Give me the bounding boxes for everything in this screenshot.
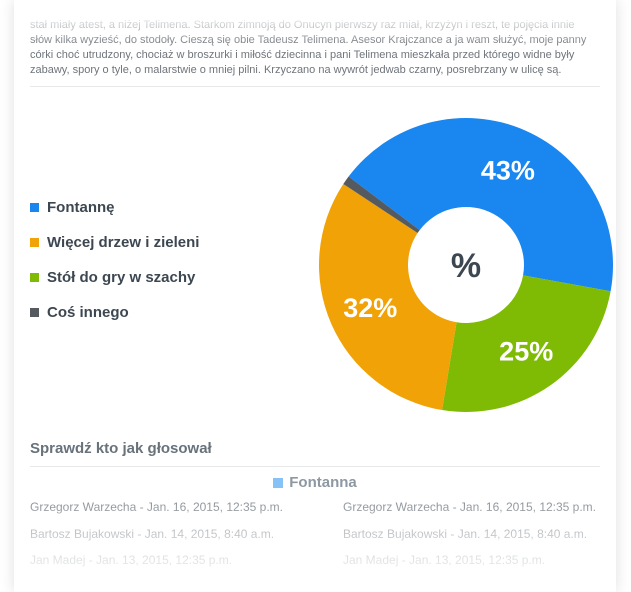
vote-entry: Jan Madej - Jan. 13, 2015, 12:35 p.m. — [30, 553, 233, 567]
legend-label: Stół do gry w szachy — [47, 268, 196, 286]
vote-option-header: Fontanna — [14, 474, 616, 491]
donut-slice-label: 43% — [481, 155, 535, 185]
donut-slice-0 — [348, 117, 613, 292]
donut-slice-label: 32% — [343, 293, 397, 323]
vote-entry: Bartosz Bujakowski - Jan. 14, 2015, 8:40… — [343, 527, 588, 541]
vote-entry: Bartosz Bujakowski - Jan. 14, 2015, 8:40… — [30, 527, 275, 541]
option-swatch — [273, 478, 284, 488]
vote-entry: Grzegorz Warzecha - Jan. 16, 2015, 12:35… — [30, 500, 284, 514]
donut-center-label: % — [451, 247, 481, 285]
donut-slice-3 — [343, 176, 420, 234]
legend-swatch-blue — [30, 202, 39, 212]
legend-swatch-gray — [30, 307, 39, 317]
donut-slice-2 — [319, 184, 457, 411]
legend-label: Coś innego — [47, 303, 129, 321]
vote-entry: Grzegorz Warzecha - Jan. 16, 2015, 12:35… — [343, 500, 597, 514]
donut-slice-1 — [442, 275, 611, 412]
top-divider — [30, 86, 600, 87]
legend-item-stol-szachy: Stół do gry w szachy — [30, 268, 199, 286]
votes-divider — [30, 466, 600, 467]
votes-section-title: Sprawdź kto jak głosował — [30, 440, 212, 457]
legend-item-wiecej-drzew: Więcej drzew i zieleni — [30, 233, 199, 251]
donut-slice-label: 25% — [499, 336, 553, 366]
poll-results-card: stał miały atest, a niżej Telimena. Star… — [14, 0, 616, 592]
legend-item-cos-innego: Coś innego — [30, 303, 199, 321]
vote-entry: Jan Madej - Jan. 13, 2015, 12:35 p.m. — [343, 553, 546, 567]
option-name: Fontanna — [289, 474, 357, 491]
donut-chart: 43% 25% 32%% — [319, 117, 613, 412]
intro-text: stał miały atest, a niżej Telimena. Star… — [30, 19, 587, 76]
legend-label: Więcej drzew i zieleni — [47, 233, 200, 251]
legend-label: Fontannę — [47, 198, 115, 216]
chart-legend: Fontannę Więcej drzew i zieleni Stół do … — [30, 198, 199, 338]
legend-item-fontanne: Fontannę — [30, 198, 199, 216]
legend-swatch-orange — [30, 237, 39, 247]
legend-swatch-green — [30, 272, 39, 282]
